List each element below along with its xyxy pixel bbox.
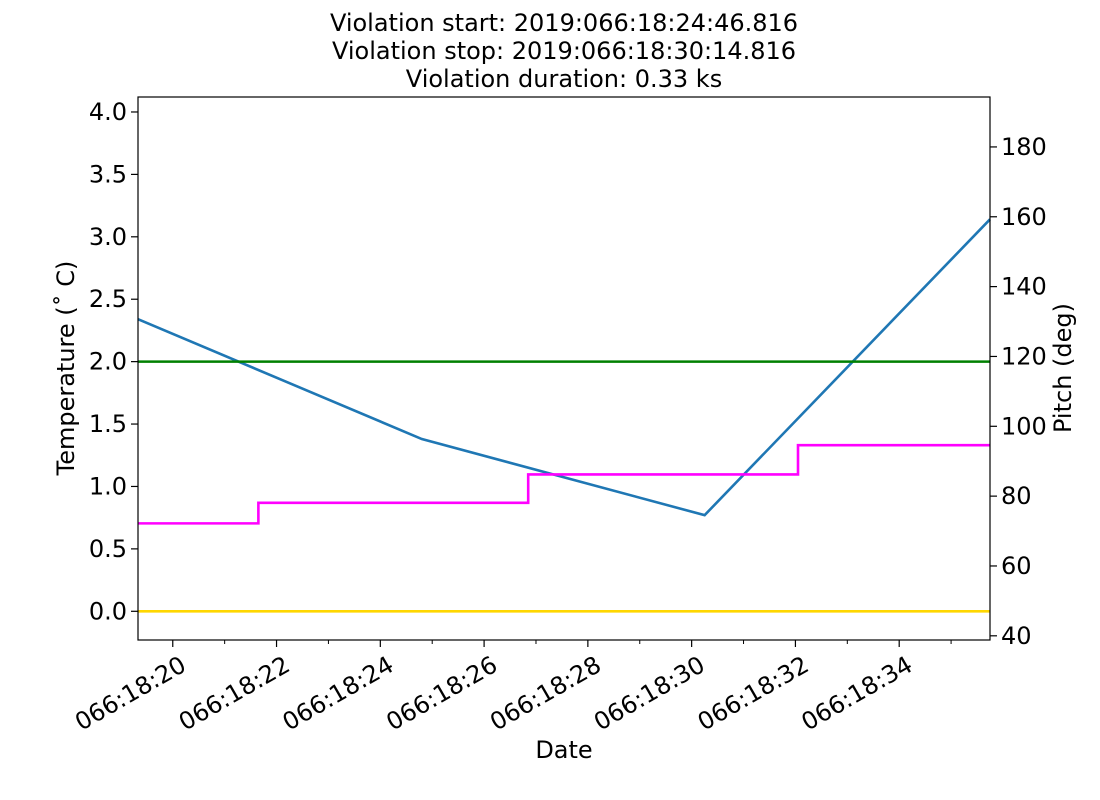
y-axis-right: 40 60 80 100 120 140 160 180 xyxy=(990,133,1047,650)
y-right-tick-label: 40 xyxy=(1001,622,1032,650)
title-line-3: Violation duration: 0.33 ks xyxy=(406,65,722,93)
y-right-tick-label: 140 xyxy=(1001,273,1047,301)
title-line-1: Violation start: 2019:066:18:24:46.816 xyxy=(330,9,798,37)
x-tick-label: 066:18:22 xyxy=(174,651,295,737)
x-tick-label: 066:18:30 xyxy=(589,651,710,737)
y-left-tick-label: 4.0 xyxy=(89,98,127,126)
y-right-tick-label: 100 xyxy=(1001,412,1047,440)
x-tick-label: 066:18:26 xyxy=(382,651,503,737)
y-left-tick-label: 0.5 xyxy=(89,535,127,563)
y-left-tick-label: 1.5 xyxy=(89,410,127,438)
series-temperature-line xyxy=(137,218,991,517)
y-left-tick-label: 0.0 xyxy=(89,597,127,625)
y-right-tick-label: 160 xyxy=(1001,203,1047,231)
y-right-tick-label: 60 xyxy=(1001,552,1032,580)
x-tick-label: 066:18:24 xyxy=(278,651,399,737)
y-left-tick-label: 1.0 xyxy=(89,472,127,500)
y-right-tick-label: 180 xyxy=(1001,133,1047,161)
y-left-tick-label: 2.5 xyxy=(89,285,127,313)
y-left-tick-label: 3.5 xyxy=(89,160,127,188)
x-axis: 066:18:20066:18:22066:18:24066:18:26066:… xyxy=(70,640,952,737)
y-axis-left-label: Temperature (˚ C) xyxy=(52,261,80,477)
y-right-tick-label: 80 xyxy=(1001,482,1032,510)
y-axis-left: 0.0 0.5 1.0 1.5 2.0 2.5 3.0 3.5 4.0 xyxy=(89,98,138,625)
y-right-tick-label: 120 xyxy=(1001,342,1047,370)
x-tick-label: 066:18:28 xyxy=(485,651,606,737)
x-axis-label: Date xyxy=(535,736,592,764)
x-tick-label: 066:18:34 xyxy=(797,651,918,737)
y-left-tick-label: 2.0 xyxy=(89,348,127,376)
y-left-tick-label: 3.0 xyxy=(89,223,127,251)
title-line-2: Violation stop: 2019:066:18:30:14.816 xyxy=(332,37,796,65)
chart-title: Violation start: 2019:066:18:24:46.816 V… xyxy=(330,9,798,93)
plot-area xyxy=(137,218,991,613)
x-tick-label: 066:18:20 xyxy=(70,651,191,737)
plot-frame xyxy=(137,96,991,641)
series-pitch-line xyxy=(138,443,990,525)
y-axis-right-label: Pitch (deg) xyxy=(1049,303,1077,433)
x-tick-label: 066:18:32 xyxy=(693,651,814,737)
